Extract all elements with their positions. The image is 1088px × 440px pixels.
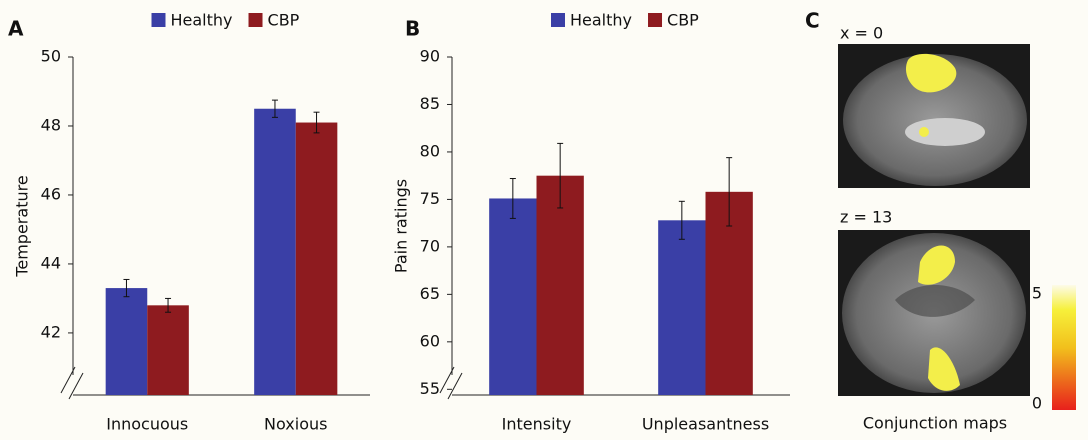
- y-tick-label: 65: [420, 284, 440, 303]
- legend-label: Healthy: [570, 11, 632, 30]
- y-tick-label: 85: [420, 94, 440, 113]
- y-tick-label: 50: [41, 47, 61, 66]
- panel-label: C: [805, 9, 820, 33]
- legend-label: Healthy: [171, 11, 233, 30]
- x-tick-label: Innocuous: [106, 415, 188, 434]
- bar: [537, 176, 584, 395]
- brain-structure: [905, 118, 985, 146]
- panel-label: A: [8, 17, 24, 41]
- bar: [296, 123, 338, 395]
- colorbar: [1052, 285, 1076, 410]
- legend-swatch: [152, 13, 166, 27]
- y-tick-label: 55: [420, 379, 440, 398]
- y-tick-label: 90: [420, 47, 440, 66]
- y-tick-label: 46: [41, 184, 61, 203]
- y-tick-label: 42: [41, 322, 61, 341]
- y-tick-label: 48: [41, 115, 61, 134]
- colorbar-tick-label: 0: [1032, 394, 1042, 413]
- colorbar-tick-label: 5: [1032, 284, 1042, 303]
- legend-label: CBP: [667, 11, 699, 30]
- slice-label: z = 13: [840, 208, 892, 227]
- bar: [254, 109, 296, 395]
- x-tick-label: Intensity: [502, 415, 572, 434]
- x-tick-label: Unpleasantness: [642, 415, 769, 434]
- activation-blob: [919, 127, 929, 137]
- x-tick-label: Noxious: [264, 415, 327, 434]
- slice-label: x = 0: [840, 24, 883, 43]
- y-axis-label: Pain ratings: [392, 179, 411, 273]
- bar: [658, 220, 705, 395]
- legend-label: CBP: [268, 11, 300, 30]
- axis-break: [61, 367, 75, 393]
- y-tick-label: 44: [41, 253, 61, 272]
- bar: [106, 288, 148, 395]
- legend-swatch: [648, 13, 662, 27]
- legend-swatch: [551, 13, 565, 27]
- y-tick-label: 80: [420, 141, 440, 160]
- y-tick-label: 75: [420, 189, 440, 208]
- figure: C x = 0 z = 13 Conjunction maps 0 5 A Tempe…: [0, 0, 1088, 436]
- caption: Conjunction maps: [863, 414, 1007, 433]
- panel-label: B: [405, 17, 420, 41]
- y-tick-label: 60: [420, 331, 440, 350]
- bar: [489, 198, 536, 395]
- bar: [147, 305, 189, 395]
- y-axis-label: Temperature: [13, 175, 32, 277]
- y-tick-label: 70: [420, 236, 440, 255]
- legend-swatch: [249, 13, 263, 27]
